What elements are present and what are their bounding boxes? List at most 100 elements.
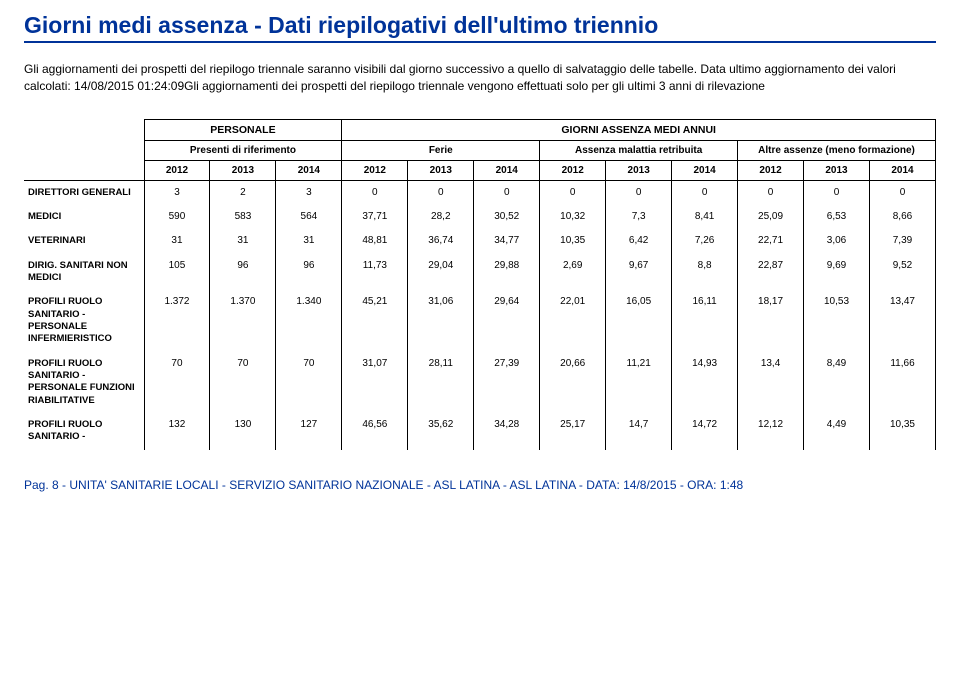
years-row: 2012 2013 2014 2012 2013 2014 2012 2013 …: [24, 160, 936, 180]
data-cell: 10,35: [540, 229, 606, 253]
data-cell: 1.372: [144, 290, 210, 351]
col-group-giorni: GIORNI ASSENZA MEDI ANNUI: [342, 119, 936, 140]
data-cell: 29,88: [474, 254, 540, 291]
data-cell: 3: [144, 180, 210, 205]
year-cell: 2013: [804, 160, 870, 180]
data-cell: 18,17: [738, 290, 804, 351]
data-cell: 45,21: [342, 290, 408, 351]
data-cell: 1.370: [210, 290, 276, 351]
data-cell: 31,07: [342, 352, 408, 413]
table-row: DIRIG. SANITARI NON MEDICI105969611,7329…: [24, 254, 936, 291]
data-cell: 48,81: [342, 229, 408, 253]
table-row: VETERINARI31313148,8136,7434,7710,356,42…: [24, 229, 936, 253]
data-cell: 564: [276, 205, 342, 229]
data-cell: 132: [144, 413, 210, 450]
data-cell: 25,17: [540, 413, 606, 450]
data-cell: 0: [606, 180, 672, 205]
data-cell: 6,53: [804, 205, 870, 229]
data-cell: 96: [276, 254, 342, 291]
year-cell: 2012: [342, 160, 408, 180]
data-cell: 0: [408, 180, 474, 205]
data-cell: 2,69: [540, 254, 606, 291]
year-cell: 2013: [210, 160, 276, 180]
row-label: PROFILI RUOLO SANITARIO - PERSONALE FUNZ…: [24, 352, 144, 413]
data-cell: 96: [210, 254, 276, 291]
data-cell: 25,09: [738, 205, 804, 229]
data-cell: 10,53: [804, 290, 870, 351]
data-cell: 10,32: [540, 205, 606, 229]
data-cell: 22,01: [540, 290, 606, 351]
data-cell: 105: [144, 254, 210, 291]
data-cell: 35,62: [408, 413, 474, 450]
data-cell: 13,47: [869, 290, 935, 351]
data-cell: 9,69: [804, 254, 870, 291]
data-cell: 8,8: [672, 254, 738, 291]
intro-text: Gli aggiornamenti dei prospetti del riep…: [24, 61, 936, 95]
data-cell: 27,39: [474, 352, 540, 413]
col-sub-altre: Altre assenze (meno formazione): [738, 140, 936, 160]
data-cell: 590: [144, 205, 210, 229]
data-cell: 2: [210, 180, 276, 205]
data-cell: 22,71: [738, 229, 804, 253]
year-cell: 2013: [606, 160, 672, 180]
data-cell: 28,11: [408, 352, 474, 413]
data-cell: 12,12: [738, 413, 804, 450]
table-row: PROFILI RUOLO SANITARIO -13213012746,563…: [24, 413, 936, 450]
col-sub-ferie: Ferie: [342, 140, 540, 160]
data-cell: 14,72: [672, 413, 738, 450]
data-cell: 22,87: [738, 254, 804, 291]
data-cell: 0: [342, 180, 408, 205]
col-group-personale: PERSONALE: [144, 119, 342, 140]
data-cell: 10,35: [869, 413, 935, 450]
data-cell: 70: [276, 352, 342, 413]
summary-table: PERSONALE GIORNI ASSENZA MEDI ANNUI Pres…: [24, 119, 936, 450]
row-label: PROFILI RUOLO SANITARIO -: [24, 413, 144, 450]
data-cell: 7,3: [606, 205, 672, 229]
data-cell: 583: [210, 205, 276, 229]
row-label: DIRIG. SANITARI NON MEDICI: [24, 254, 144, 291]
row-label: MEDICI: [24, 205, 144, 229]
data-cell: 28,2: [408, 205, 474, 229]
data-cell: 0: [540, 180, 606, 205]
year-cell: 2014: [672, 160, 738, 180]
data-cell: 0: [804, 180, 870, 205]
table-body: DIRETTORI GENERALI323000000000MEDICI5905…: [24, 180, 936, 450]
row-label: VETERINARI: [24, 229, 144, 253]
data-cell: 8,66: [869, 205, 935, 229]
data-cell: 0: [738, 180, 804, 205]
data-cell: 31: [210, 229, 276, 253]
table-row: PROFILI RUOLO SANITARIO - PERSONALE INFE…: [24, 290, 936, 351]
year-cell: 2012: [144, 160, 210, 180]
data-cell: 16,05: [606, 290, 672, 351]
data-cell: 0: [672, 180, 738, 205]
data-cell: 4,49: [804, 413, 870, 450]
data-cell: 6,42: [606, 229, 672, 253]
row-label: DIRETTORI GENERALI: [24, 180, 144, 205]
data-cell: 29,04: [408, 254, 474, 291]
year-cell: 2014: [276, 160, 342, 180]
data-cell: 29,64: [474, 290, 540, 351]
data-cell: 46,56: [342, 413, 408, 450]
data-cell: 30,52: [474, 205, 540, 229]
data-cell: 1.340: [276, 290, 342, 351]
data-cell: 31: [276, 229, 342, 253]
data-cell: 0: [869, 180, 935, 205]
data-cell: 7,26: [672, 229, 738, 253]
row-label: PROFILI RUOLO SANITARIO - PERSONALE INFE…: [24, 290, 144, 351]
data-cell: 3: [276, 180, 342, 205]
data-cell: 36,74: [408, 229, 474, 253]
data-cell: 7,39: [869, 229, 935, 253]
year-cell: 2013: [408, 160, 474, 180]
data-cell: 9,52: [869, 254, 935, 291]
data-cell: 9,67: [606, 254, 672, 291]
col-sub-presenti: Presenti di riferimento: [144, 140, 342, 160]
data-cell: 16,11: [672, 290, 738, 351]
year-cell: 2014: [474, 160, 540, 180]
data-cell: 31,06: [408, 290, 474, 351]
data-cell: 127: [276, 413, 342, 450]
data-cell: 0: [474, 180, 540, 205]
year-cell: 2012: [738, 160, 804, 180]
data-cell: 11,73: [342, 254, 408, 291]
data-cell: 13,4: [738, 352, 804, 413]
data-cell: 34,28: [474, 413, 540, 450]
